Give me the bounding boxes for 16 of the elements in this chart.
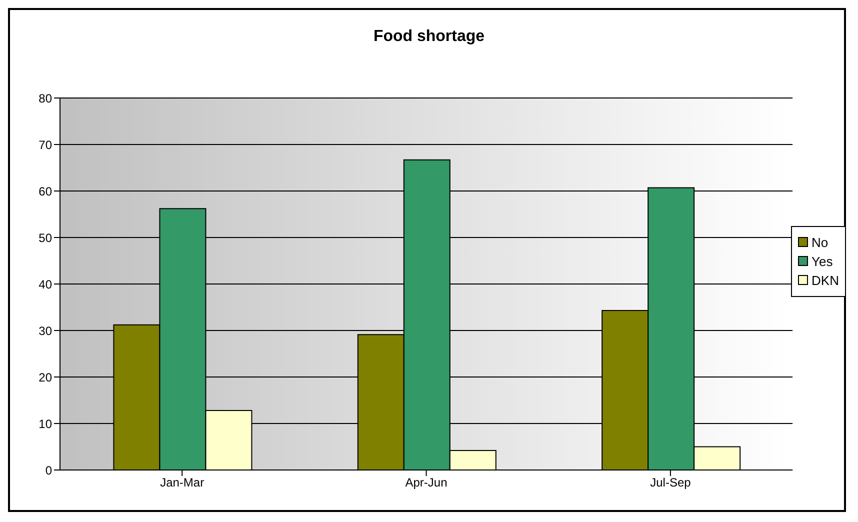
y-tick-label: 80 — [38, 91, 52, 106]
legend-label: No — [812, 234, 828, 250]
y-tick-label: 70 — [38, 138, 52, 152]
x-tick-label: Apr-Jun — [405, 476, 448, 490]
y-tick-label: 20 — [38, 370, 52, 384]
y-tick-label: 60 — [38, 184, 52, 198]
y-tick-label: 30 — [38, 324, 52, 338]
y-tick-label: 0 — [45, 463, 52, 478]
x-tick-label: Jan-Mar — [160, 476, 204, 490]
y-tick-label: 50 — [38, 230, 52, 245]
legend-label: Yes — [812, 254, 833, 268]
legend-label: DKN — [812, 272, 839, 288]
y-tick-label: 40 — [38, 277, 52, 292]
x-tick-label: Jul-Sep — [650, 476, 692, 490]
chart-title: Food shortage — [372, 28, 486, 46]
y-tick-label: 10 — [38, 416, 52, 431]
